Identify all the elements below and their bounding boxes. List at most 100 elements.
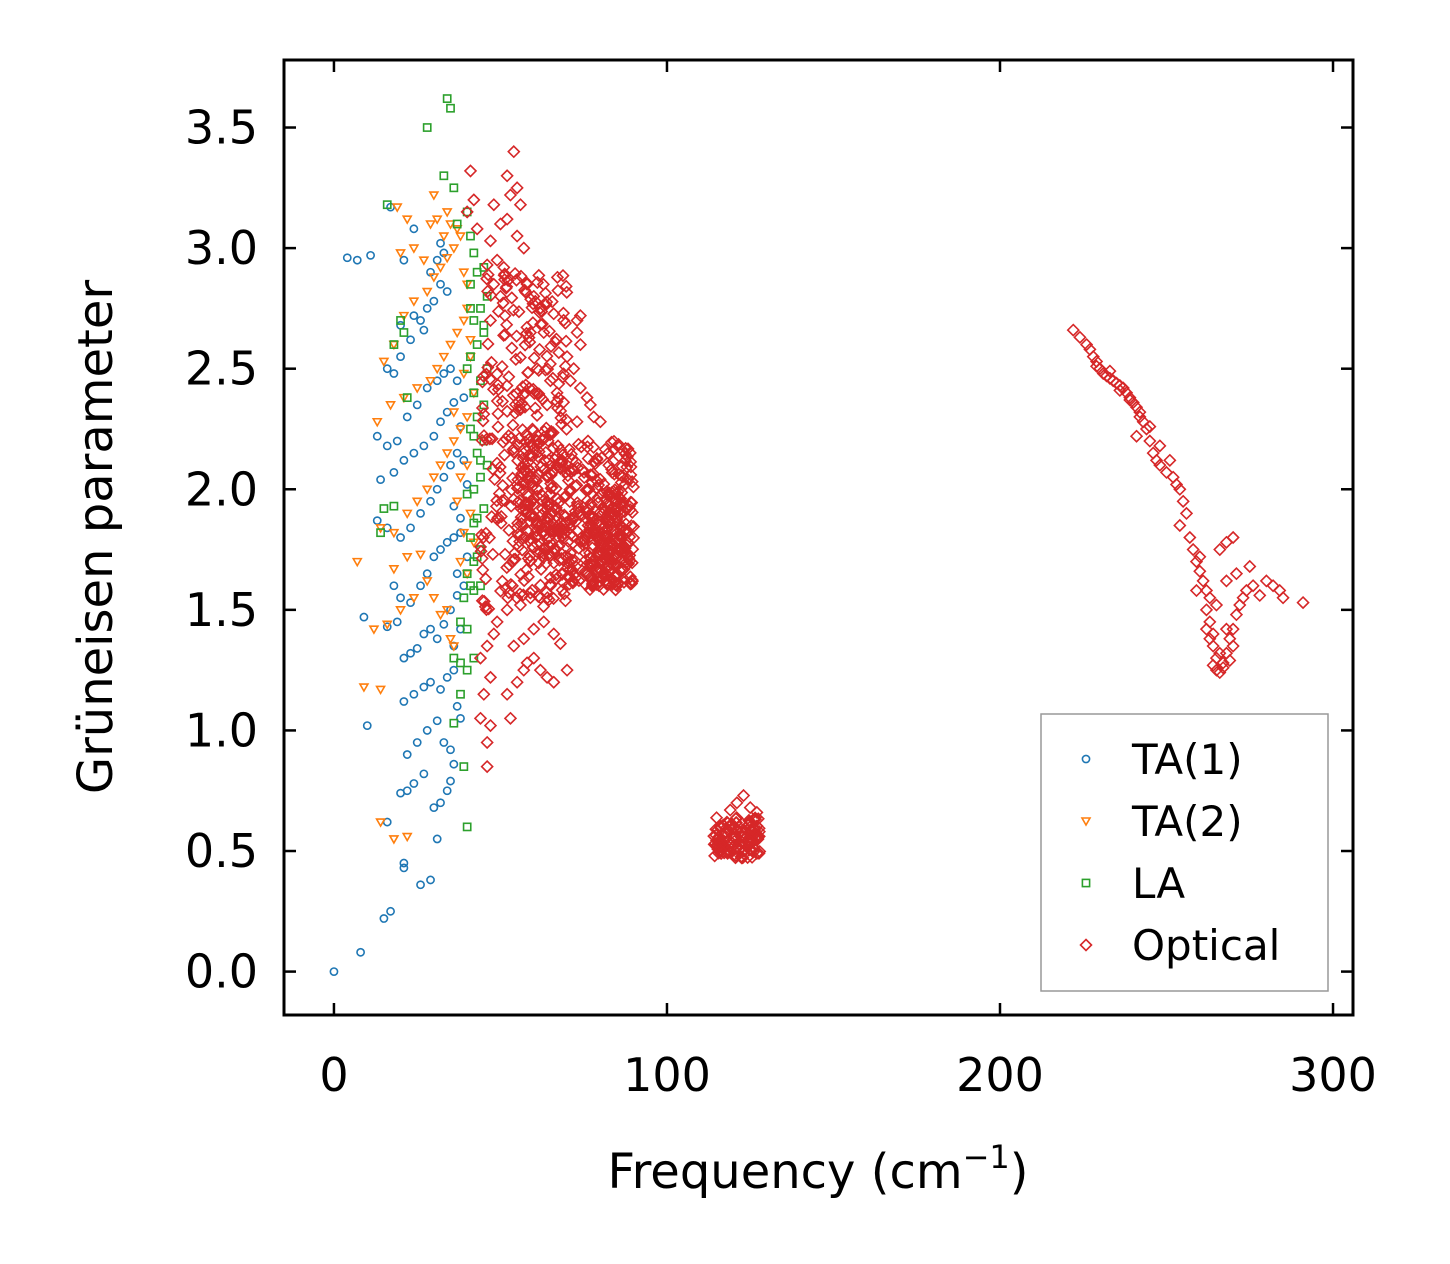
data-point-optical [618, 447, 632, 461]
data-point-ta-1 [446, 364, 455, 374]
data-point-ta-1 [402, 412, 412, 422]
data-point-optical [554, 551, 569, 566]
data-point-la [462, 569, 472, 579]
data-point-optical [497, 260, 511, 275]
data-point-optical [607, 434, 621, 448]
data-point-la [439, 171, 449, 181]
data-point-ta-1 [442, 786, 452, 796]
data-point-ta-1 [422, 726, 432, 735]
data-point-optical [546, 591, 561, 606]
data-point-optical [1176, 494, 1190, 508]
data-point-ta-2 [431, 215, 443, 225]
data-point-optical [543, 579, 558, 593]
data-point-optical [530, 481, 544, 495]
data-point-optical [481, 337, 495, 351]
data-point-optical [1113, 383, 1127, 398]
data-point-optical [577, 470, 591, 485]
data-point-optical [515, 543, 529, 557]
data-point-optical [587, 410, 601, 424]
data-point-ta-1 [452, 448, 462, 458]
series-ta-2 [351, 191, 480, 845]
data-point-optical [477, 687, 491, 701]
data-point-la [469, 586, 479, 595]
data-point-optical [1143, 434, 1157, 448]
data-point-optical [1173, 518, 1187, 533]
data-point-ta-1 [436, 279, 445, 289]
data-point-optical [481, 268, 495, 282]
data-point-ta-2 [448, 408, 460, 418]
data-point-optical [559, 334, 573, 348]
data-point-optical [567, 362, 581, 376]
data-point-ta-2 [388, 528, 400, 539]
data-point-optical [596, 555, 610, 569]
data-point-ta-2 [435, 610, 446, 621]
data-point-optical [537, 424, 551, 439]
data-point-ta-2 [445, 634, 456, 645]
data-point-optical [599, 577, 614, 591]
data-point-optical [592, 531, 606, 546]
data-point-ta-1 [446, 745, 455, 755]
data-point-optical [623, 446, 637, 460]
data-point-optical [520, 524, 534, 538]
data-point-ta-2 [395, 249, 406, 259]
data-point-optical [537, 615, 551, 629]
data-point-optical [509, 273, 524, 287]
data-point-ta-1 [442, 672, 452, 682]
data-point-la [476, 455, 485, 465]
data-point-ta-1 [382, 622, 392, 632]
data-point-optical [499, 432, 513, 446]
data-point-optical [491, 378, 505, 392]
data-point-optical [610, 569, 624, 583]
data-point-optical [484, 288, 498, 302]
x-tick-label: 0 [319, 1048, 348, 1102]
y-tick-label: 2.0 [185, 462, 258, 516]
data-point-ta-2 [435, 461, 446, 471]
data-point-optical [1296, 595, 1310, 610]
data-point-optical [562, 577, 577, 591]
data-point-ta-1 [419, 325, 429, 335]
points-layer [329, 94, 1310, 976]
data-point-optical [509, 352, 523, 366]
data-point-ta-2 [461, 413, 473, 423]
data-point-optical [1219, 574, 1234, 588]
data-point-optical [479, 432, 494, 447]
y-tick-label: 3.5 [185, 101, 258, 155]
data-point-ta-2 [428, 473, 440, 483]
data-point-ta-2 [451, 225, 463, 235]
data-point-optical [536, 277, 550, 291]
data-point-optical [491, 304, 506, 318]
data-point-optical [533, 389, 547, 404]
data-point-optical [510, 181, 524, 195]
data-point-optical [533, 591, 548, 605]
data-point-ta-2 [451, 328, 463, 339]
data-point-optical [483, 718, 498, 733]
data-point-ta-1 [402, 786, 412, 796]
data-point-optical [549, 568, 563, 582]
data-point-ta-1 [419, 769, 429, 779]
data-point-optical [518, 435, 532, 449]
data-point-la [472, 267, 482, 277]
data-point-ta-1 [452, 569, 462, 579]
data-point-la [389, 501, 399, 511]
data-point-optical [489, 499, 504, 513]
data-point-ta-1 [449, 533, 459, 542]
data-point-optical [543, 374, 558, 388]
data-point-ta-1 [386, 906, 395, 916]
data-point-optical [497, 268, 511, 282]
data-point-optical [486, 382, 501, 396]
data-point-optical [463, 164, 478, 178]
data-point-optical [611, 576, 626, 590]
data-point-optical [495, 359, 509, 374]
y-tick-label: 1.5 [185, 583, 258, 637]
data-point-la [452, 219, 462, 229]
data-point-optical [550, 395, 564, 409]
data-point-optical [536, 599, 551, 614]
data-point-la [456, 617, 465, 627]
data-point-optical [581, 434, 595, 448]
data-point-ta-2 [371, 417, 383, 428]
data-point-optical [1066, 323, 1080, 337]
data-point-optical [532, 268, 546, 283]
data-point-ta-2 [408, 244, 420, 254]
data-point-optical [533, 301, 548, 316]
data-point-optical [493, 289, 508, 303]
